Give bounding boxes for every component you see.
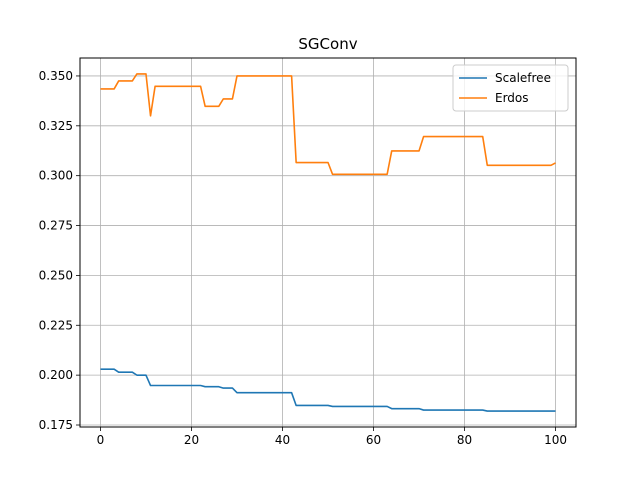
series-line-scalefree	[100, 368, 556, 412]
y-tick-label: 0.225	[39, 318, 73, 332]
legend-label: Erdos	[495, 91, 529, 105]
grid-lines	[80, 58, 576, 427]
x-tick-label: 40	[275, 433, 290, 447]
legend-label: Scalefree	[495, 71, 551, 85]
axis-ticks: 0 20 40 60 80 100 0.175 0.200 0.225 0.250 0.275 0.3…	[39, 69, 567, 447]
chart-title: SGConv	[298, 35, 357, 53]
series-line-erdos	[100, 73, 556, 176]
y-tick-label: 0.350	[39, 69, 73, 83]
x-tick-label: 60	[366, 433, 381, 447]
y-tick-label: 0.175	[39, 418, 73, 432]
x-tick-label: 0	[97, 433, 105, 447]
x-tick-label: 100	[544, 433, 567, 447]
y-tick-label: 0.250	[39, 268, 73, 282]
y-tick-label: 0.200	[39, 368, 73, 382]
legend: Scalefree Erdos	[452, 64, 569, 112]
legend-box	[452, 64, 569, 112]
y-tick-label: 0.325	[39, 119, 73, 133]
y-tick-label: 0.300	[39, 169, 73, 183]
x-tick-label: 20	[184, 433, 199, 447]
y-tick-label: 0.275	[39, 219, 73, 233]
plot-frame	[79, 57, 577, 428]
series-lines	[100, 73, 556, 412]
x-tick-label: 80	[457, 433, 472, 447]
